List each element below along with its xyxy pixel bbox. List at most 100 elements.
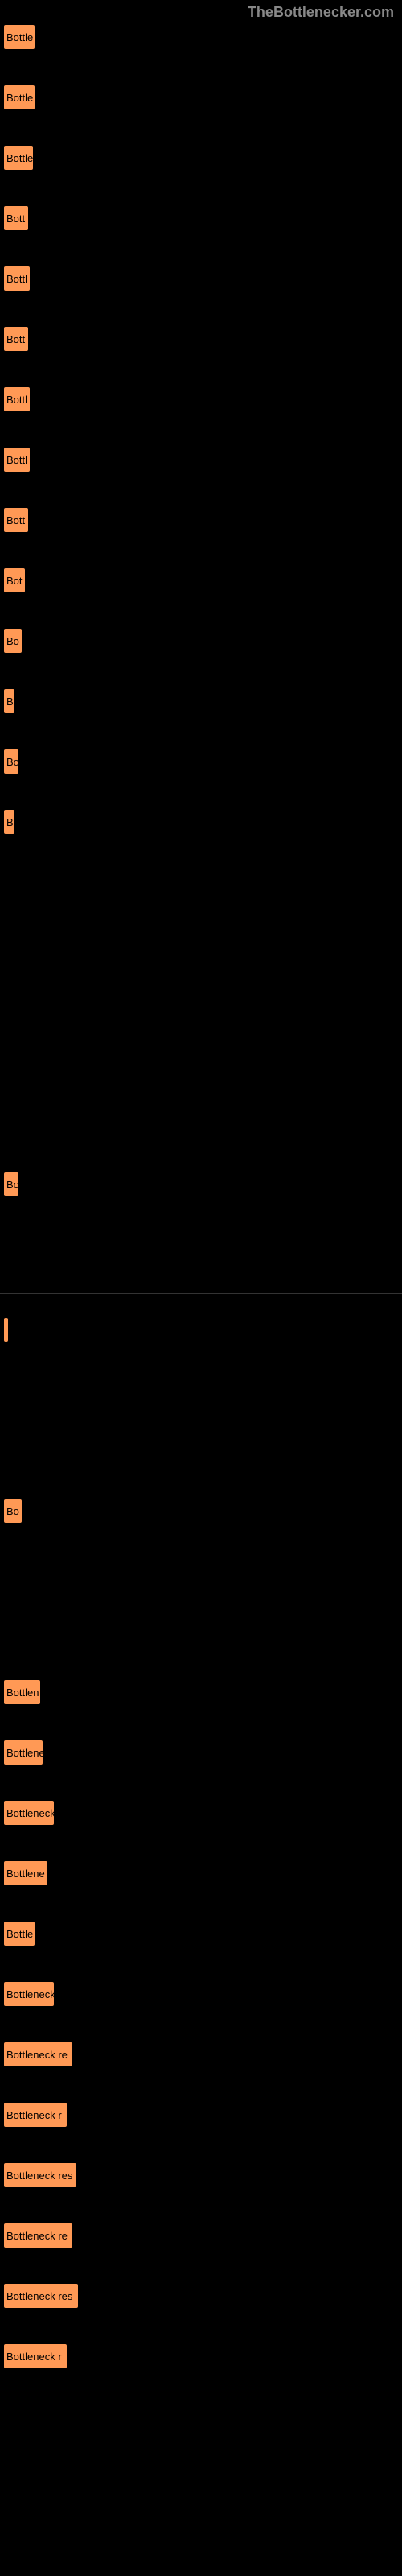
bar-label: Bottleneck res bbox=[6, 2169, 72, 2182]
bar-row: Bottl bbox=[0, 266, 402, 291]
bar-row: Bottleneck re bbox=[0, 2223, 402, 2248]
bar-label: Bottleneck r bbox=[6, 2109, 62, 2121]
bar-row: Bottlene bbox=[0, 1861, 402, 1885]
bar: Bot bbox=[4, 568, 25, 592]
bar-label: Bottl bbox=[6, 394, 27, 406]
bar-label: B bbox=[6, 696, 14, 708]
bar-row bbox=[0, 1051, 402, 1075]
bar: Bott bbox=[4, 206, 28, 230]
bar-row: Bottleneck re bbox=[0, 2042, 402, 2066]
bar-row: Bottlene bbox=[0, 1740, 402, 1765]
bar-label: Bottleneck res bbox=[6, 2290, 72, 2302]
bar-label: Bott bbox=[6, 514, 25, 526]
bar-label: Bottl bbox=[6, 454, 27, 466]
bar: Bottlene bbox=[4, 1740, 43, 1765]
bar: Bottleneck re bbox=[4, 2223, 72, 2248]
bar-label: Bott bbox=[6, 333, 25, 345]
bar-row: Bottl bbox=[0, 387, 402, 411]
bar: Bottl bbox=[4, 387, 30, 411]
bar-row: B bbox=[0, 689, 402, 713]
bar: Bottle bbox=[4, 146, 33, 170]
bar-row: Bottleneck r bbox=[0, 2103, 402, 2127]
bar-row bbox=[0, 1112, 402, 1136]
bar: B bbox=[4, 689, 14, 713]
bar: Bottleneck res bbox=[4, 2284, 78, 2308]
bar-label: Bottlene bbox=[6, 1747, 43, 1759]
bar-label: Bo bbox=[6, 635, 19, 647]
bar: Bottleneck r bbox=[4, 2103, 67, 2127]
bar-row: Bo bbox=[0, 1172, 402, 1196]
bar-row: Bottle bbox=[0, 25, 402, 49]
bar-label: Bottl bbox=[6, 273, 27, 285]
bar: Bottle bbox=[4, 1922, 35, 1946]
bar: Bott bbox=[4, 508, 28, 532]
bar-row: Bo bbox=[0, 749, 402, 774]
bar-row: Bottleneck res bbox=[0, 2163, 402, 2187]
bar-row: Bottle bbox=[0, 1922, 402, 1946]
bar: Bo bbox=[4, 749, 18, 774]
bar: Bottl bbox=[4, 448, 30, 472]
bar: Bott bbox=[4, 327, 28, 351]
bar: Bo bbox=[4, 1172, 18, 1196]
bar-row: B bbox=[0, 810, 402, 834]
header-logo: TheBottlenecker.com bbox=[0, 0, 402, 25]
bar-label: Bo bbox=[6, 1179, 18, 1191]
bar-row: Bottleneck r bbox=[0, 2344, 402, 2368]
bar-row bbox=[0, 1559, 402, 1583]
bar: Bo bbox=[4, 1499, 22, 1523]
bar-row: Bottleneck bbox=[0, 1982, 402, 2006]
bar-row bbox=[0, 931, 402, 955]
bar-row: Bottle bbox=[0, 146, 402, 170]
bar-label: Bottlene bbox=[6, 1868, 45, 1880]
bar: Bo bbox=[4, 629, 22, 653]
bar-label: Bottleneck r bbox=[6, 2351, 62, 2363]
bar-row: Bottleneck res bbox=[0, 2284, 402, 2308]
chart-container: Bottle Bottle Bottle Bott Bottl Bott Bottl Bott… bbox=[0, 25, 402, 2368]
bar-label: Bottleneck bbox=[6, 1988, 54, 2000]
bar: Bottle bbox=[4, 25, 35, 49]
bar-row: Bo bbox=[0, 1499, 402, 1523]
bar-row: Bottl bbox=[0, 448, 402, 472]
bar-row bbox=[0, 991, 402, 1015]
bar: Bottl bbox=[4, 266, 30, 291]
bar: Bottle bbox=[4, 85, 35, 109]
bar-label: Bot bbox=[6, 575, 23, 587]
bar: Bottleneck r bbox=[4, 2344, 67, 2368]
bar-label: Bottle bbox=[6, 92, 33, 104]
bar-row: Bottlen bbox=[0, 1680, 402, 1704]
axis-line bbox=[0, 1293, 402, 1294]
bar: Bottleneck re bbox=[4, 2042, 72, 2066]
bar-row: Bottleneck bbox=[0, 1801, 402, 1825]
bar-row bbox=[0, 1378, 402, 1402]
bar-row bbox=[0, 1620, 402, 1644]
bar-label: Bottleneck re bbox=[6, 2049, 68, 2061]
bar-label: Bottle bbox=[6, 31, 33, 43]
bar: Bottlen bbox=[4, 1680, 40, 1704]
bar-row: Bot bbox=[0, 568, 402, 592]
bar-label: Bottleneck bbox=[6, 1807, 54, 1819]
bar-row: Bott bbox=[0, 508, 402, 532]
bar-label: Bo bbox=[6, 756, 18, 768]
bar-row bbox=[0, 1439, 402, 1463]
bar: Bottleneck res bbox=[4, 2163, 76, 2187]
bar-label: Bo bbox=[6, 1505, 19, 1517]
bar-row bbox=[0, 1318, 402, 1342]
logo-text: TheBottlenecker.com bbox=[248, 4, 394, 20]
bar-row: Bo bbox=[0, 629, 402, 653]
bar: Bottleneck bbox=[4, 1982, 54, 2006]
bar-label: Bottleneck re bbox=[6, 2230, 68, 2242]
bar bbox=[4, 1318, 8, 1342]
bar-label: Bottle bbox=[6, 152, 33, 164]
bar: Bottleneck bbox=[4, 1801, 54, 1825]
bar-label: Bott bbox=[6, 213, 25, 225]
bar-label: B bbox=[6, 816, 14, 828]
bar-row bbox=[0, 870, 402, 894]
bar-label: Bottlen bbox=[6, 1686, 39, 1699]
bar-label: Bottle bbox=[6, 1928, 33, 1940]
bar: Bottlene bbox=[4, 1861, 47, 1885]
bar-row bbox=[0, 1232, 402, 1257]
bar: B bbox=[4, 810, 14, 834]
bar-row: Bott bbox=[0, 206, 402, 230]
bar-row: Bott bbox=[0, 327, 402, 351]
bar-row: Bottle bbox=[0, 85, 402, 109]
